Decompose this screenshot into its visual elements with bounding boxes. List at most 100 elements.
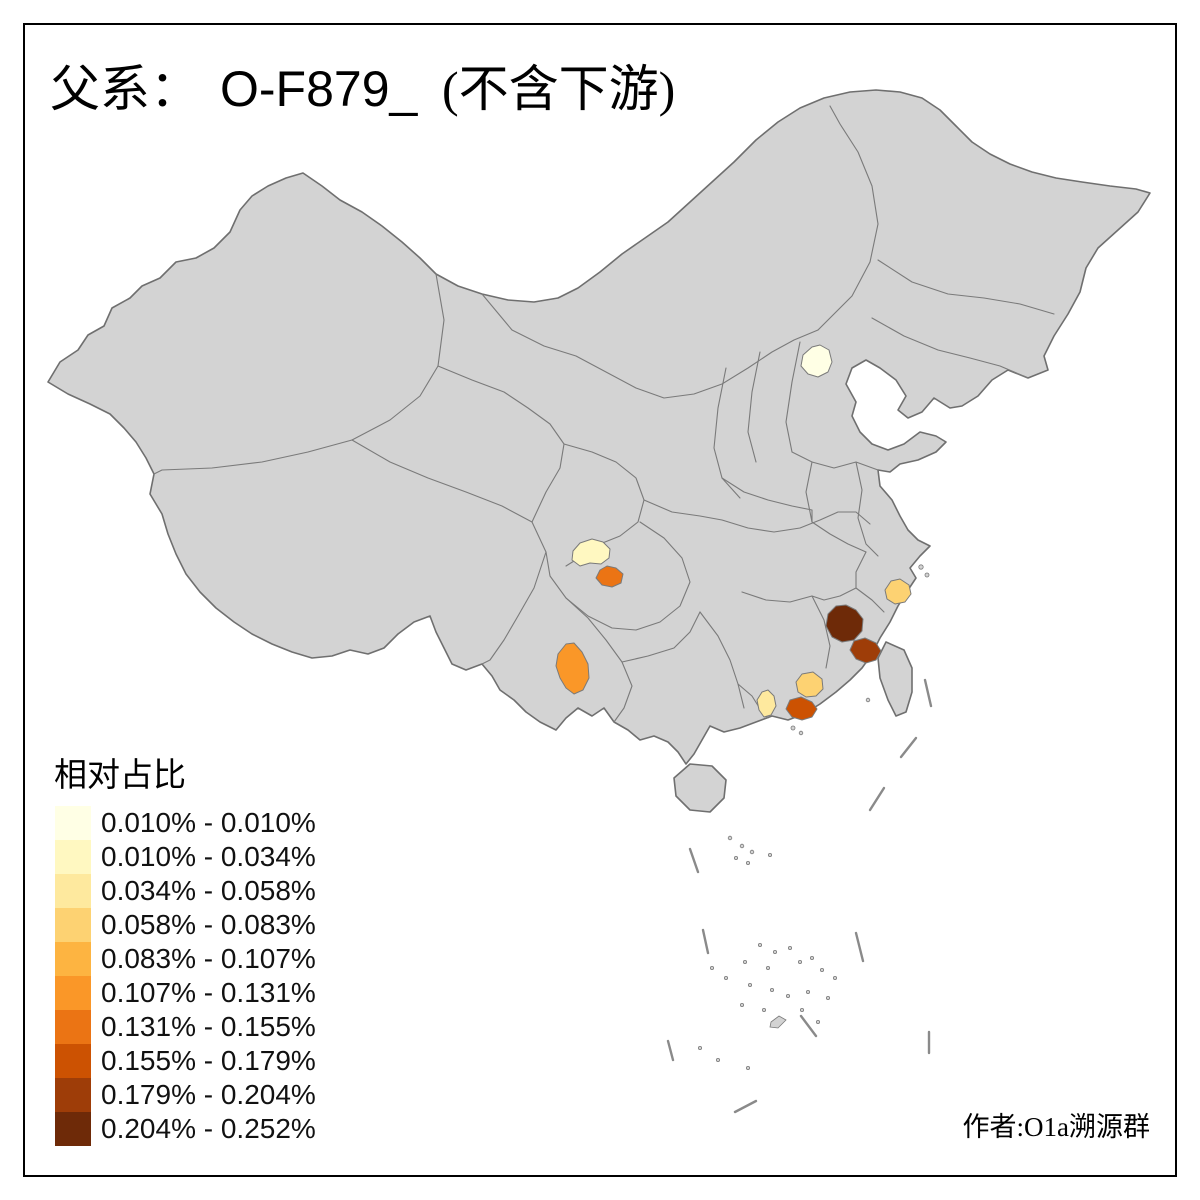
- legend-label: 0.107% - 0.131%: [101, 977, 316, 1008]
- region-coastal-zhejiang: [884, 578, 912, 605]
- title-code: O-F879_: [220, 61, 419, 117]
- island-speck: [740, 1003, 745, 1008]
- province-border: [721, 477, 813, 523]
- legend: 相对占比 0.010% - 0.010% 0.010% - 0.034% 0.0…: [54, 757, 316, 1146]
- island-speck: [746, 861, 751, 866]
- island-speck: [924, 572, 930, 578]
- island-speck: [826, 996, 831, 1001]
- island-speck: [806, 990, 811, 995]
- province-border: [785, 341, 801, 453]
- island-speck: [798, 960, 803, 965]
- legend-label: 0.131% - 0.155%: [101, 1011, 316, 1042]
- region-east-guangdong-coast: [785, 696, 818, 721]
- nine-dash-segment: [733, 1099, 758, 1114]
- legend-label: 0.155% - 0.179%: [101, 1045, 316, 1076]
- legend-label: 0.083% - 0.107%: [101, 943, 316, 974]
- legend-swatch: [55, 1044, 91, 1078]
- province-border: [855, 461, 879, 557]
- province-border: [877, 259, 1055, 315]
- island-speck: [739, 843, 745, 849]
- title: 父系： O-F879_ (不含下游): [50, 61, 675, 117]
- legend-swatch: [55, 874, 91, 908]
- province-border: [351, 439, 547, 665]
- island-speck: [798, 730, 804, 736]
- province-border: [699, 611, 745, 709]
- legend-label: 0.204% - 0.252%: [101, 1113, 316, 1144]
- hainan-island: [673, 763, 727, 813]
- nine-dash-segment: [701, 928, 710, 955]
- province-border: [621, 611, 701, 663]
- island-speck: [769, 1015, 787, 1029]
- nine-dash-segment: [799, 1014, 818, 1038]
- legend-swatch: [55, 806, 91, 840]
- nine-dash-segment: [854, 931, 865, 963]
- island-speck: [816, 1020, 821, 1025]
- legend-swatch: [55, 1112, 91, 1146]
- island-speck: [743, 960, 748, 965]
- island-speck: [770, 988, 775, 993]
- province-border: [545, 521, 691, 631]
- island-speck: [810, 956, 815, 961]
- legend-label: 0.010% - 0.034%: [101, 841, 316, 872]
- map-layer: [47, 89, 1151, 1114]
- island-speck: [773, 950, 778, 955]
- region-south-sichuan: [595, 565, 624, 588]
- province-border: [481, 293, 819, 399]
- island-speck: [746, 1066, 751, 1071]
- island-speck: [758, 943, 763, 948]
- legend-swatch: [55, 1078, 91, 1112]
- province-border: [643, 499, 871, 533]
- island-speck: [768, 853, 773, 858]
- region-northwest-fujian: [825, 604, 864, 643]
- island-speck: [788, 946, 793, 951]
- province-border: [437, 365, 565, 523]
- island-speck: [734, 856, 739, 861]
- region-coastal-south-fujian: [849, 637, 882, 664]
- legend-swatch: [55, 1010, 91, 1044]
- legend-swatch: [55, 976, 91, 1010]
- legend-label: 0.034% - 0.058%: [101, 875, 316, 906]
- taiwan-island: [877, 641, 913, 717]
- province-border: [811, 551, 867, 601]
- plot-frame: [23, 23, 1177, 1177]
- island-speck: [766, 966, 771, 971]
- island-speck: [786, 994, 791, 999]
- island-speck: [727, 835, 733, 841]
- island-speck: [724, 976, 729, 981]
- island-speck: [762, 1008, 767, 1013]
- nine-dash-segment: [868, 786, 886, 812]
- province-border: [871, 317, 1029, 379]
- region-chengdu-area: [571, 538, 611, 567]
- nine-dash-segment: [688, 847, 700, 874]
- island-speck: [820, 968, 825, 973]
- title-suffix: (不含下游): [442, 61, 675, 117]
- author-credit: 作者:O1a溯源群: [963, 1112, 1150, 1142]
- island-speck: [800, 1008, 805, 1013]
- island-speck: [833, 976, 838, 981]
- island-speck: [748, 983, 753, 988]
- island-specks: [698, 564, 930, 1071]
- region-central-east-guangdong: [756, 689, 777, 718]
- nine-dash-segment: [923, 678, 933, 708]
- region-central-yunnan: [555, 642, 590, 695]
- legend-swatch: [55, 908, 91, 942]
- legend-label: 0.179% - 0.204%: [101, 1079, 316, 1110]
- island-speck: [716, 1058, 721, 1063]
- nine-dash-segment: [899, 736, 918, 759]
- island-speck: [790, 725, 796, 731]
- province-border: [855, 587, 885, 613]
- island-speck: [710, 966, 715, 971]
- legend-swatch: [55, 942, 91, 976]
- legend-label: 0.010% - 0.010%: [101, 807, 316, 838]
- province-border: [791, 451, 879, 471]
- legend-title: 相对占比: [54, 757, 186, 794]
- province-border: [713, 367, 741, 499]
- nine-dash-line: [666, 678, 933, 1114]
- province-border: [817, 105, 879, 331]
- region-beijing-area: [800, 344, 833, 378]
- choropleth-regions: [555, 344, 912, 721]
- province-border: [805, 461, 867, 553]
- island-speck: [749, 849, 755, 855]
